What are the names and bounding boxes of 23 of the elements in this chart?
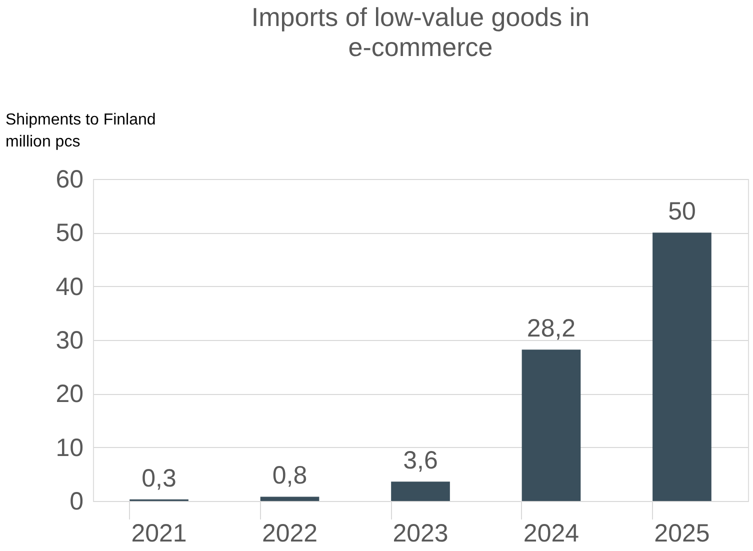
x-tick-label: 2024 [523,520,580,548]
chart-title: Imports of low-value goods in e-commerce [251,2,590,62]
data-label: 28,2 [526,314,576,343]
data-label: 50 [668,198,696,226]
data-label: 0,3 [142,464,176,492]
y-tick-label: 20 [56,380,84,408]
bar [391,482,450,501]
y-tick-label: 40 [56,272,84,301]
x-tick-label: 2021 [131,520,187,548]
y-axis-title: Shipments to Finland million pcs [6,112,156,150]
y-tick-label: 30 [56,326,84,354]
data-label: 3,6 [403,446,438,475]
x-tick-label: 2022 [262,520,318,548]
bar [652,232,712,501]
x-tick-label: 2023 [392,520,448,548]
y-tick-label: 60 [56,166,84,194]
y-tick-label: 0 [70,488,84,516]
bar [260,496,320,501]
data-label: 0,8 [272,462,308,490]
bar [522,350,581,501]
x-tick-label: 2025 [654,520,710,548]
y-tick-label: 50 [56,219,84,248]
y-tick-label: 10 [56,434,84,462]
